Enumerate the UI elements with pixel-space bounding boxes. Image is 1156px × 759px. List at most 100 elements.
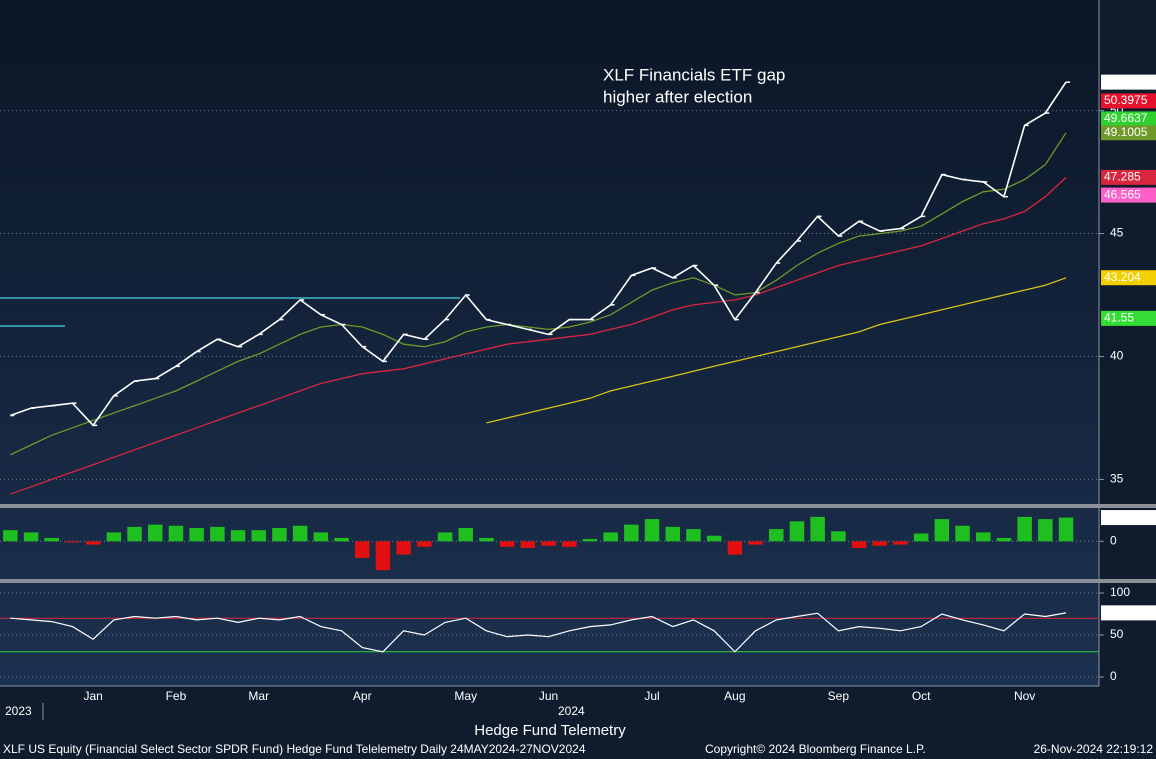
histogram-bar — [375, 541, 391, 571]
histogram-bar — [686, 529, 701, 542]
histogram-bar — [127, 526, 142, 542]
histogram-bar — [479, 537, 494, 542]
x-tick-label: Oct — [912, 689, 931, 703]
histogram-bar — [334, 537, 349, 542]
x-tick-label: Jun — [539, 689, 558, 703]
histogram-bar — [1058, 517, 1074, 542]
histogram-bar — [65, 541, 80, 543]
value-tag-label: 50.3975 — [1104, 93, 1148, 107]
x-tick-label: Jul — [644, 689, 659, 703]
histogram-bar — [292, 525, 308, 542]
annotation: higher after election — [603, 87, 752, 106]
moving-average — [10, 176, 1067, 495]
value-tag-label: 41.55 — [1104, 311, 1134, 325]
histogram-bar — [417, 541, 432, 547]
histogram-bar — [831, 531, 846, 542]
histogram-bar — [706, 535, 722, 542]
value-tag — [1101, 125, 1156, 141]
x-tick-label: Jan — [83, 689, 102, 703]
histogram-bar — [85, 541, 101, 545]
footer-timestamp: 26-Nov-2024 22:19:12 — [1034, 742, 1154, 756]
value-tag-label: 76.3506 — [1104, 605, 1148, 619]
histogram-bar — [996, 537, 1012, 542]
histogram-bar — [396, 541, 411, 555]
x-tick-label: Feb — [166, 689, 187, 703]
y-tick-label: 45 — [1110, 226, 1124, 240]
value-tag — [1101, 187, 1156, 203]
x-axis-background — [0, 686, 1156, 759]
histogram-bar — [810, 516, 825, 542]
moving-average — [10, 132, 1067, 456]
value-tag — [1101, 93, 1156, 109]
histogram-bar — [313, 532, 329, 542]
x-tick-label: Mar — [248, 689, 269, 703]
histogram-bar — [106, 532, 122, 542]
value-tag — [1101, 270, 1156, 286]
histogram-bar — [789, 521, 805, 542]
histogram-bar — [665, 526, 680, 542]
histogram-bar — [3, 530, 18, 542]
value-tag — [1101, 169, 1156, 185]
year-label: 2023 — [5, 704, 32, 718]
panel-divider — [0, 579, 1156, 583]
histogram-bar — [603, 532, 618, 542]
y-tick-label: 0 — [1110, 669, 1117, 683]
value-tag — [1101, 111, 1156, 127]
value-tag-label: 46.565 — [1104, 187, 1141, 201]
histogram-bar — [251, 530, 266, 542]
histogram-bar — [1038, 519, 1053, 542]
price-line — [10, 81, 1067, 427]
histogram-bar — [872, 541, 887, 546]
histogram-bar — [499, 541, 515, 547]
moving-average — [486, 277, 1067, 424]
histogram-bar — [458, 527, 473, 542]
histogram-bar — [748, 541, 763, 545]
year-label: 2024 — [558, 704, 585, 718]
y-tick-label: 100 — [1110, 585, 1130, 599]
x-axis-title: Hedge Fund Telemetry — [474, 722, 626, 739]
histogram-bar — [644, 519, 660, 542]
value-tag — [1101, 510, 1156, 526]
histogram-bar — [955, 525, 970, 542]
oscillator-line — [10, 612, 1067, 653]
histogram-bar — [1017, 516, 1032, 542]
plot-background — [0, 0, 1099, 686]
footer-left: XLF US Equity (Financial Select Sector S… — [3, 742, 586, 756]
histogram-bar — [562, 541, 577, 547]
histogram-bar — [976, 532, 991, 542]
histogram-bar — [520, 541, 536, 548]
histogram-bar — [355, 541, 370, 558]
y-tick-label: 40 — [1110, 349, 1124, 363]
histogram-bar — [851, 541, 867, 548]
panel-divider — [0, 504, 1156, 508]
value-tag-label: 49.1005 — [1104, 125, 1148, 139]
histogram-bar — [168, 525, 184, 542]
histogram-bar — [148, 524, 163, 542]
x-tick-label: Nov — [1014, 689, 1035, 703]
histogram-bar — [437, 532, 453, 542]
annotation: XLF Financials ETF gap — [603, 65, 785, 84]
x-tick-label: May — [454, 689, 477, 703]
y-tick-label: 50 — [1110, 627, 1124, 641]
value-tag — [1101, 605, 1156, 621]
histogram-bar — [624, 524, 639, 542]
value-tag-label: 47.285 — [1104, 170, 1141, 184]
footer-copyright: Copyright© 2024 Bloomberg Finance L.P. — [705, 742, 926, 756]
x-tick-label: Aug — [724, 689, 745, 703]
value-tag-label: 2.1378 — [1104, 510, 1141, 524]
x-tick-label: Apr — [353, 689, 372, 703]
y-tick-label: 35 — [1110, 472, 1124, 486]
value-tag-label: 43.204 — [1104, 270, 1141, 284]
histogram-bar — [913, 533, 929, 542]
histogram-bar — [44, 537, 59, 542]
histogram-bar — [230, 530, 246, 542]
histogram-bar — [272, 527, 287, 542]
value-tag — [1101, 310, 1156, 326]
histogram-bar — [210, 526, 225, 542]
histogram-bar — [189, 527, 204, 542]
y-tick-label: 0 — [1110, 533, 1117, 547]
histogram-bar — [893, 541, 908, 545]
x-tick-label: Sep — [828, 689, 850, 703]
